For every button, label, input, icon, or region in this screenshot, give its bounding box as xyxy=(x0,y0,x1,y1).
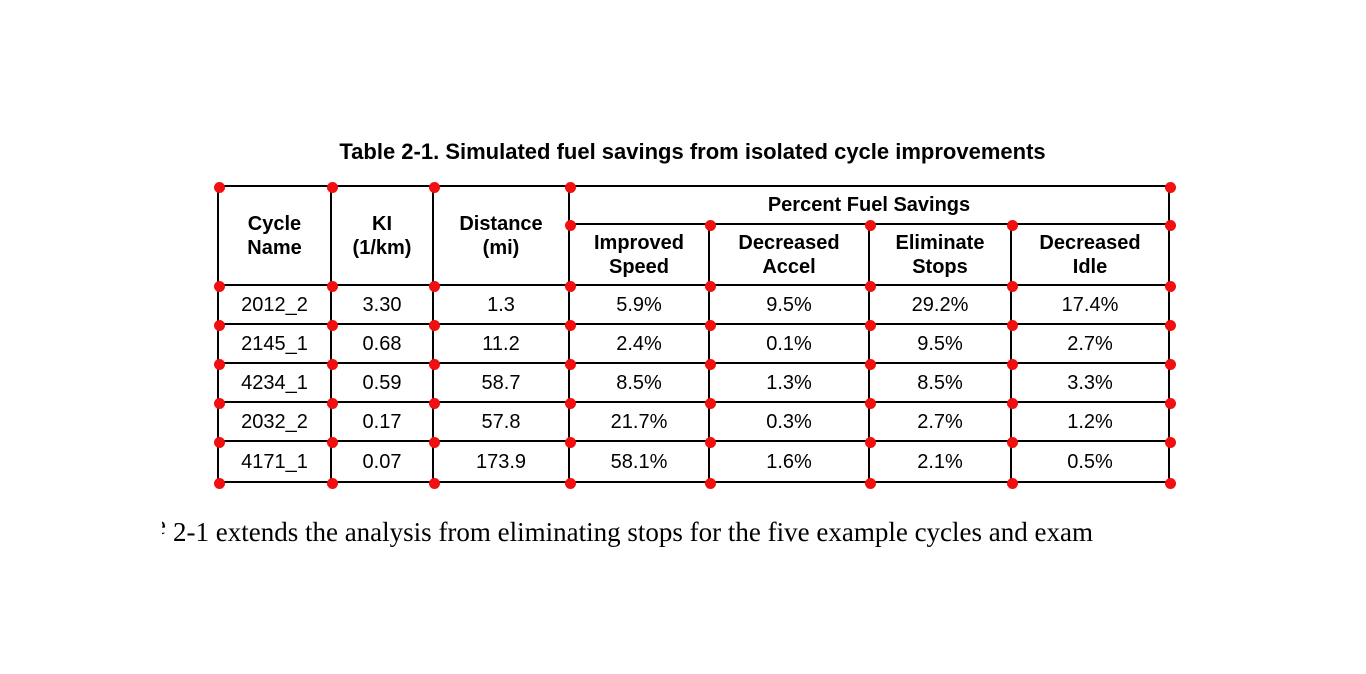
table-cell: 1.3% xyxy=(709,363,869,402)
body-text: 2-1 extends the analysis from eliminatin… xyxy=(173,517,1093,547)
table-cell: 29.2% xyxy=(869,285,1011,324)
table-cell: 2.1% xyxy=(869,441,1011,482)
table-cell: 57.8 xyxy=(433,402,569,441)
col-header-decreased-accel: Decreased Accel xyxy=(709,224,869,285)
table-cell: 4171_1 xyxy=(218,441,331,482)
col-header-ki: KI (1/km) xyxy=(331,186,433,285)
table-cell: 8.5% xyxy=(569,363,709,402)
table-cell: 2.4% xyxy=(569,324,709,363)
table-cell: 9.5% xyxy=(709,285,869,324)
table-cell: 21.7% xyxy=(569,402,709,441)
table-cell: 2012_2 xyxy=(218,285,331,324)
table-cell: 0.68 xyxy=(331,324,433,363)
clipped-letter-fragment: e xyxy=(162,510,166,541)
table-cell: 11.2 xyxy=(433,324,569,363)
table-cell: 0.17 xyxy=(331,402,433,441)
table-cell: 0.07 xyxy=(331,441,433,482)
table-cell: 17.4% xyxy=(1011,285,1169,324)
body-text-line: e2-1 extends the analysis from eliminati… xyxy=(162,510,1093,548)
table-cell: 2.7% xyxy=(869,402,1011,441)
table-cell: 1.3 xyxy=(433,285,569,324)
col-header-distance: Distance (mi) xyxy=(433,186,569,285)
table-cell: 9.5% xyxy=(869,324,1011,363)
table-cell: 5.9% xyxy=(569,285,709,324)
table-cell: 58.1% xyxy=(569,441,709,482)
table-cell: 4234_1 xyxy=(218,363,331,402)
col-header-eliminate-stops: Eliminate Stops xyxy=(869,224,1011,285)
table-cell: 173.9 xyxy=(433,441,569,482)
table-cell: 3.3% xyxy=(1011,363,1169,402)
col-header-decreased-idle: Decreased Idle xyxy=(1011,224,1169,285)
table-cell: 1.2% xyxy=(1011,402,1169,441)
table-cell: 2145_1 xyxy=(218,324,331,363)
table-title: Table 2-1. Simulated fuel savings from i… xyxy=(339,139,1046,164)
table-cell: 0.1% xyxy=(709,324,869,363)
table-cell: 8.5% xyxy=(869,363,1011,402)
table-cell: 3.30 xyxy=(331,285,433,324)
table-cell: 2032_2 xyxy=(218,402,331,441)
table-cell: 2.7% xyxy=(1011,324,1169,363)
group-header-percent-fuel-savings: Percent Fuel Savings xyxy=(569,186,1169,224)
table-cell: 58.7 xyxy=(433,363,569,402)
col-header-cycle-name: Cycle Name xyxy=(218,186,331,285)
table-cell: 0.3% xyxy=(709,402,869,441)
col-header-improved-speed: Improved Speed xyxy=(569,224,709,285)
table-cell: 0.59 xyxy=(331,363,433,402)
fuel-savings-table: Cycle Name KI (1/km) Distance (mi) Perce… xyxy=(213,181,1176,489)
table-cell: 0.5% xyxy=(1011,441,1169,482)
table-cell: 1.6% xyxy=(709,441,869,482)
